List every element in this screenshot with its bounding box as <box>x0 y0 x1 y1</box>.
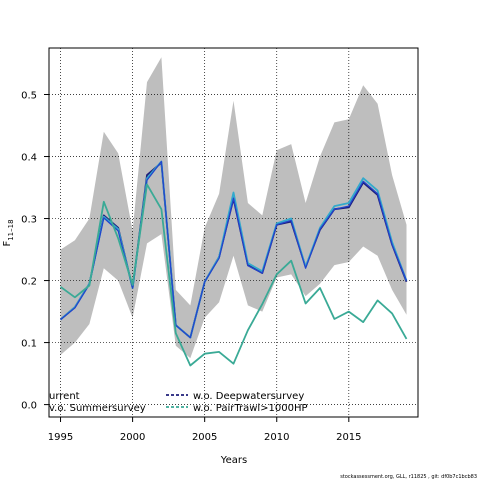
x-tick-label: 2005 <box>192 432 217 443</box>
x-tick-label: 2000 <box>120 432 145 443</box>
series-line <box>59 183 408 367</box>
svg-text:F11–18: F11–18 <box>2 219 15 246</box>
legend-item: w.o. Deepwatersurvey <box>166 391 304 402</box>
y-tick-label: 0.0 <box>21 401 37 412</box>
y-axis-title-main: F <box>2 241 13 247</box>
x-tick-label: 2010 <box>264 432 289 443</box>
y-tick-label: 0.3 <box>21 215 37 226</box>
y-axis-title-subscript: 11–18 <box>7 219 15 240</box>
legend-item: w.o. PairTrawl>1000HP <box>166 403 308 414</box>
legend-label: w.o. Deepwatersurvey <box>193 391 304 402</box>
tick-layer: 1995 2000 2005 2010 2015 0.0 0.1 0.2 0.3 0.4 0.5 <box>21 91 361 443</box>
x-axis-title: Years <box>220 455 247 466</box>
y-tick-label: 0.2 <box>21 277 37 288</box>
y-tick-label: 0.5 <box>21 91 37 102</box>
legend-label: v.o. Summersurvey <box>49 403 146 414</box>
y-tick-label: 0.1 <box>21 339 37 350</box>
legend-item: v.o. Summersurvey <box>49 403 146 414</box>
confidence-band-layer <box>60 57 407 359</box>
series-line <box>60 160 408 339</box>
series-line <box>59 160 408 339</box>
confidence-band <box>60 57 407 359</box>
legend-item: urrent <box>49 391 80 402</box>
plot-frame <box>48 47 419 418</box>
series-layer <box>59 160 408 367</box>
x-tick-label: 2015 <box>336 432 361 443</box>
x-tick-label: 1995 <box>48 432 73 443</box>
y-tick-label: 0.4 <box>21 153 37 164</box>
legend-label: w.o. PairTrawl>1000HP <box>193 403 308 414</box>
footer-credit: stockassessment.org, GLL, r11825 , git: … <box>340 474 477 480</box>
y-axis-title: F11–18 <box>2 219 15 246</box>
legend-label: urrent <box>49 391 80 402</box>
